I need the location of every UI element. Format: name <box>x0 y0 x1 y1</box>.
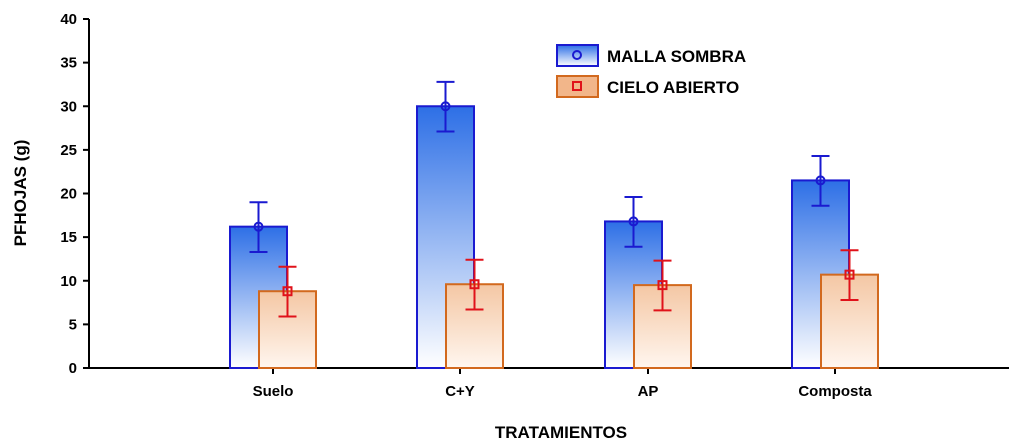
x-tick-label: C+Y <box>445 383 475 400</box>
y-tick-label: 0 <box>69 360 77 377</box>
legend-swatch-malla-sombra <box>556 44 599 67</box>
legend-swatch-cielo-abierto <box>556 75 599 98</box>
y-tick-label: 35 <box>60 55 77 72</box>
legend-label-malla-sombra: MALLA SOMBRA <box>607 47 746 66</box>
legend: MALLA SOMBRA CIELO ABIERTO <box>556 44 746 98</box>
legend-marker-circle <box>572 50 582 60</box>
x-tick-label: AP <box>638 383 659 400</box>
mean-point-circle <box>628 216 639 227</box>
y-tick-label: 10 <box>60 273 77 290</box>
y-tick-label: 30 <box>60 98 77 115</box>
mean-point-square <box>282 286 293 297</box>
y-axis-title: PFHOJAS (g) <box>11 140 30 247</box>
y-tick-label: 15 <box>60 229 77 246</box>
y-tick-label: 40 <box>60 11 77 28</box>
mean-point-square <box>469 279 480 290</box>
x-tick-label: Composta <box>798 383 872 400</box>
y-tick-label: 20 <box>60 186 77 203</box>
bars-layer <box>229 105 879 369</box>
mean-point-circle <box>440 101 451 112</box>
x-axis-title: TRATAMIENTOS <box>495 423 627 442</box>
x-tick-label: Suelo <box>253 383 294 400</box>
mean-point-circle <box>815 175 826 186</box>
legend-item-cielo-abierto: CIELO ABIERTO <box>556 75 739 98</box>
y-tick-label: 5 <box>69 316 77 333</box>
y-tick-label: 25 <box>60 142 77 159</box>
mean-point-square <box>657 280 668 291</box>
legend-marker-square <box>572 81 582 91</box>
legend-item-malla-sombra: MALLA SOMBRA <box>556 44 746 67</box>
mean-point-circle <box>253 221 264 232</box>
mean-point-square <box>844 269 855 280</box>
legend-label-cielo-abierto: CIELO ABIERTO <box>607 78 739 97</box>
error-bars-layer <box>249 80 859 318</box>
